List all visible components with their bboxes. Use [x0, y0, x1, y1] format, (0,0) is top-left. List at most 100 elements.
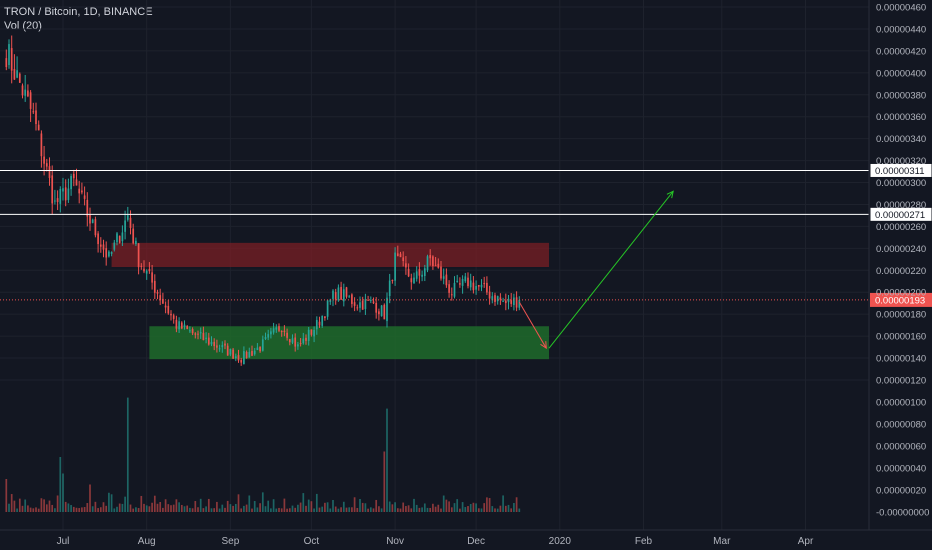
price-tick-label: 0.00000300 — [876, 178, 926, 189]
volume-bar — [275, 508, 278, 512]
candle-body — [321, 315, 324, 326]
volume-bar — [378, 506, 380, 512]
volume-bar — [434, 506, 437, 512]
candle-body — [291, 338, 294, 343]
candle-body — [445, 274, 448, 286]
candle-body — [456, 280, 459, 282]
time-tick-label: Jul — [57, 536, 70, 547]
volume-bar — [43, 499, 45, 512]
volume-bar — [477, 508, 480, 512]
volume-bar — [413, 498, 415, 512]
candle-body — [253, 350, 256, 355]
volume-bar — [224, 507, 226, 512]
time-tick-label: Nov — [386, 536, 404, 547]
last-price-tag — [870, 292, 932, 307]
projection-arrows — [518, 190, 674, 350]
time-tick-label: 2020 — [549, 536, 572, 547]
volume-bar — [329, 508, 332, 512]
volume-bar — [124, 496, 126, 512]
candle-body — [94, 219, 97, 236]
candle-body — [437, 263, 440, 268]
price-tick-label: 0.00000220 — [876, 266, 926, 277]
arrow-up-line — [548, 190, 674, 349]
volume-bar — [64, 501, 67, 512]
price-tick-label: 0.00000140 — [876, 354, 926, 365]
horizontal-lines[interactable]: 0.00000311 0.00000271 0.00000193 — [0, 162, 932, 307]
candle-body — [199, 332, 202, 334]
candle-body — [140, 265, 143, 267]
candle-body — [43, 156, 45, 164]
candle-body — [356, 307, 359, 309]
candle-body — [37, 124, 40, 131]
volume-bar — [189, 507, 191, 512]
candle-body — [367, 299, 369, 301]
candle-body — [108, 251, 110, 257]
volume-bar — [499, 505, 502, 512]
candle-body — [278, 326, 280, 331]
volume-bar — [383, 451, 386, 512]
candle-body — [189, 330, 191, 332]
candle-body — [407, 268, 410, 277]
candle-body — [172, 315, 175, 319]
volume-bar — [240, 508, 243, 512]
volume-bar — [321, 506, 324, 512]
volume-bar — [137, 508, 140, 512]
volume-bar — [513, 503, 515, 512]
volume-bar — [83, 507, 86, 512]
candle-body — [515, 297, 518, 308]
volume-bar — [21, 505, 24, 512]
volume-bar — [167, 504, 170, 512]
candle-body — [502, 300, 504, 302]
support-zone — [149, 326, 549, 360]
candle-body — [175, 319, 178, 329]
candle-body — [288, 339, 291, 343]
volume-bar — [359, 498, 361, 512]
candle-body — [448, 284, 450, 293]
candle-body — [62, 188, 64, 192]
volume-bar — [283, 498, 286, 512]
time-tick-label: Aug — [138, 536, 156, 547]
candle-body — [110, 252, 113, 254]
volume-bar — [105, 505, 108, 512]
price-tick-label: 0.00000260 — [876, 222, 926, 233]
volume-bar — [453, 503, 456, 512]
candle-body — [89, 214, 91, 224]
volume-bar — [345, 507, 348, 512]
candle-body — [464, 276, 467, 282]
candle-body — [105, 248, 108, 258]
candle-body — [226, 345, 229, 356]
candle-body — [78, 188, 81, 194]
volume-bar — [261, 492, 264, 512]
volume-bar — [29, 507, 32, 512]
volume-bar — [318, 507, 321, 512]
candle-body — [399, 253, 402, 258]
candle-body — [143, 268, 145, 272]
volume-bar — [70, 505, 72, 512]
volume-bar — [278, 507, 280, 512]
price-tick-label: 0.00000440 — [876, 24, 926, 35]
volume-bar — [399, 508, 402, 512]
candle-body — [510, 300, 513, 304]
candle-body — [245, 351, 248, 358]
volume-bar — [183, 506, 186, 512]
volume-bar — [243, 505, 245, 512]
candle-body — [72, 173, 75, 179]
candle-body — [24, 89, 27, 96]
candle-body — [375, 302, 378, 313]
arrow-down-line — [518, 301, 547, 349]
candle-body — [499, 297, 502, 300]
volume-bar — [432, 503, 434, 512]
candle-body — [202, 332, 205, 341]
volume-bar — [315, 493, 318, 512]
volume-bar — [418, 507, 421, 512]
candle-body — [486, 282, 488, 293]
volume-bar — [251, 508, 253, 512]
volume-bar — [440, 508, 442, 512]
volume-bar — [97, 508, 99, 512]
price-tick-label: 0.00000340 — [876, 134, 926, 145]
candle-body — [194, 333, 197, 335]
price-tick-label: 0.00000320 — [876, 156, 926, 167]
volume-bar — [140, 495, 143, 512]
volume-bar — [340, 507, 342, 512]
